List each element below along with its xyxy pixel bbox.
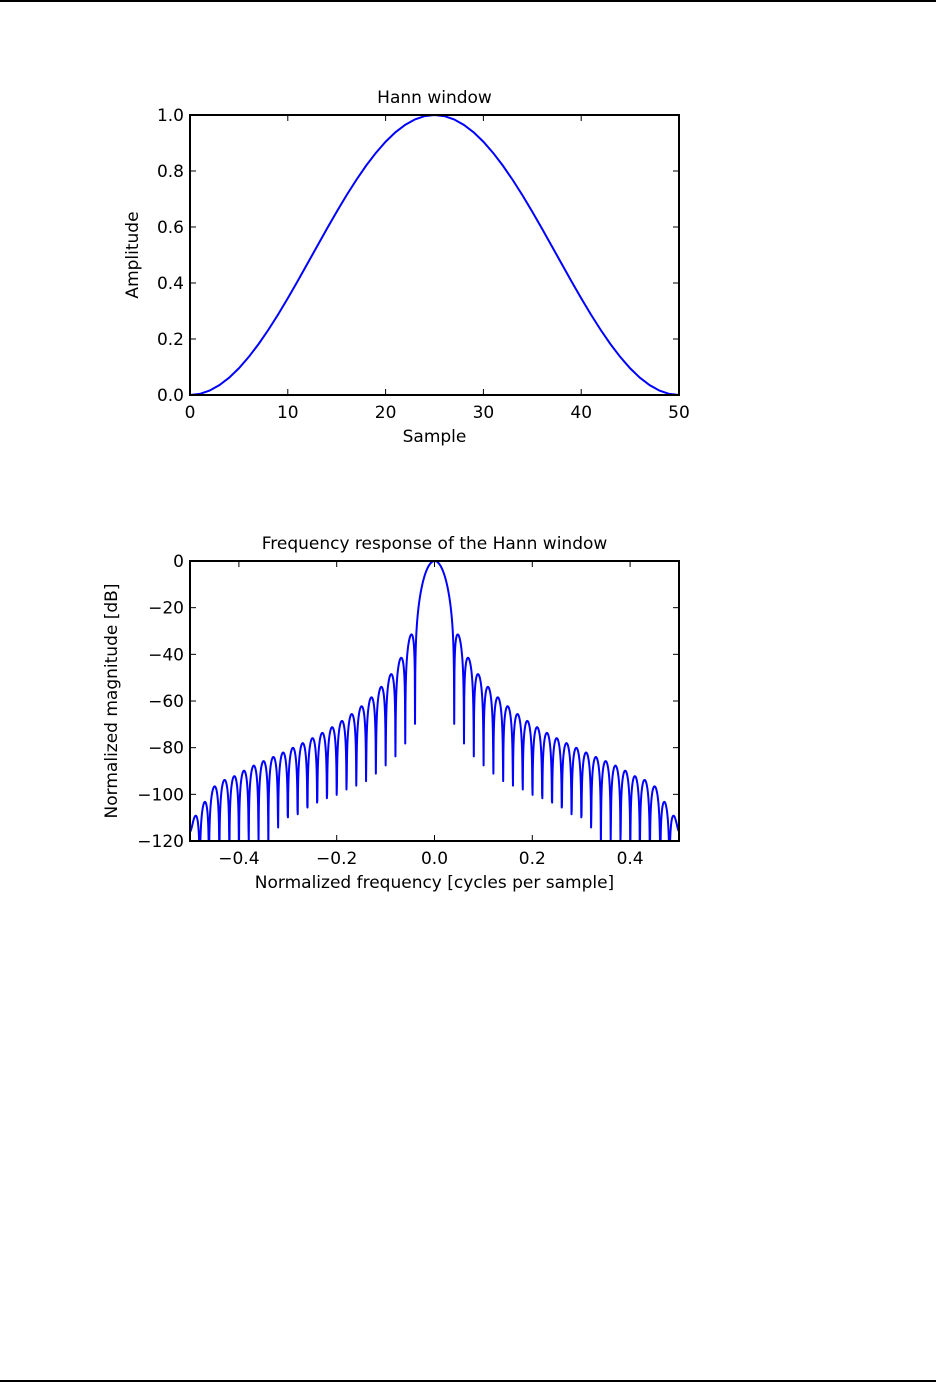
frequency-response-line: [190, 561, 679, 841]
x-tick-label: 50: [668, 403, 690, 423]
y-axis-label: Amplitude: [123, 211, 143, 298]
y-tick-label: 0.8: [157, 162, 184, 182]
y-tick-label: 0: [173, 552, 184, 572]
x-tick-label: 40: [570, 403, 592, 423]
page-top-rule: [0, 0, 936, 2]
y-tick-label: −20: [148, 599, 184, 619]
x-tick-label: 0.0: [421, 849, 448, 869]
x-axis-label: Normalized frequency [cycles per sample]: [255, 873, 614, 893]
y-tick-label: −120: [137, 832, 184, 852]
chart-title: Hann window: [377, 88, 492, 108]
x-tick-label: 0.2: [519, 849, 546, 869]
y-tick-label: 0.2: [157, 330, 184, 350]
x-tick-label: 10: [277, 403, 299, 423]
plot-frame: [189, 560, 680, 842]
y-axis-label: Normalized magnitude [dB]: [102, 584, 122, 819]
x-tick-label: 30: [473, 403, 495, 423]
hann-window-chart: Hann window Sample Amplitude 0 10 20 30 40 50…: [123, 88, 690, 447]
x-tick-label: −0.4: [218, 849, 259, 869]
y-tick-label: −40: [148, 645, 184, 665]
x-tick-label: 20: [375, 403, 397, 423]
y-tick-label: −100: [137, 785, 184, 805]
y-tick-label: −60: [148, 692, 184, 712]
x-tick-label: 0.4: [617, 849, 644, 869]
hann-window-line: [190, 115, 679, 395]
x-tick-label: 0: [185, 403, 196, 423]
y-tick-label: 0.4: [157, 274, 184, 294]
x-axis-label: Sample: [403, 427, 467, 447]
x-tick-label: −0.2: [316, 849, 357, 869]
plot-frame: [189, 114, 680, 396]
chart-title: Frequency response of the Hann window: [262, 534, 608, 554]
y-tick-label: −80: [148, 739, 184, 759]
page-bottom-rule: [0, 1380, 936, 1382]
frequency-response-chart: Frequency response of the Hann window No…: [102, 534, 680, 893]
y-tick-label: 0.0: [157, 386, 184, 406]
y-tick-label: 1.0: [157, 106, 184, 126]
y-tick-label: 0.6: [157, 218, 184, 238]
